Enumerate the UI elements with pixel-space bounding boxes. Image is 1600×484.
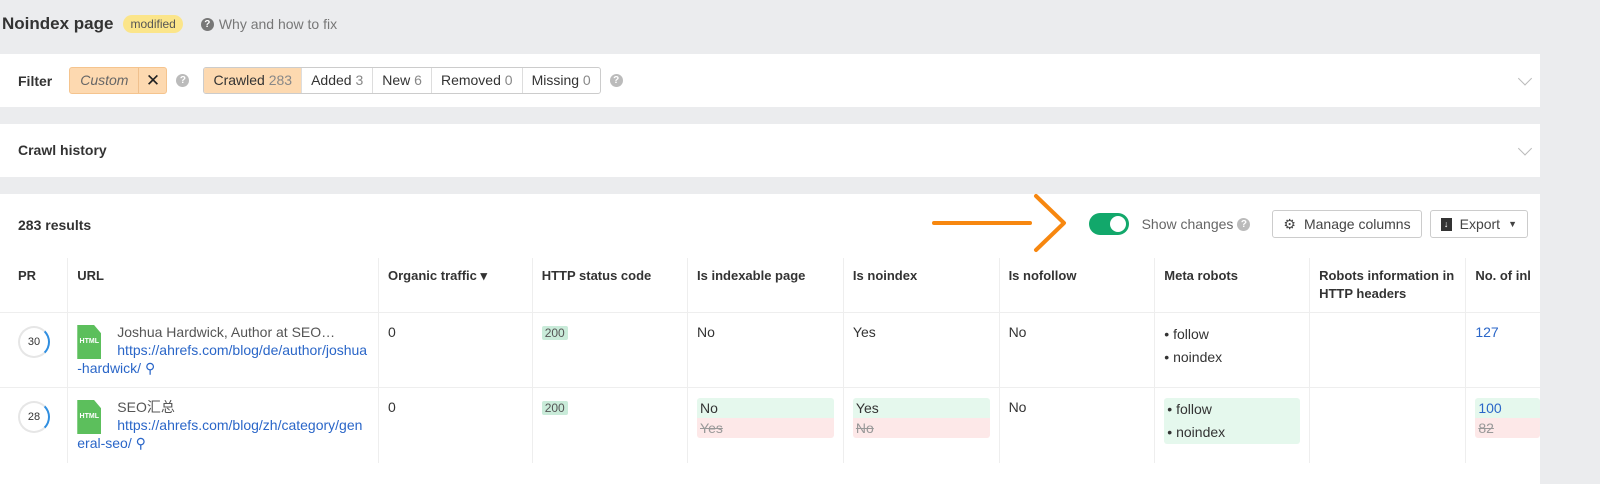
tab-label: Crawled xyxy=(213,72,265,88)
column-noindex[interactable]: Is noindex xyxy=(842,258,1000,313)
filter-label: Filter xyxy=(18,72,53,89)
meta-item: • noindex xyxy=(1164,349,1223,365)
export-button[interactable]: ↓ Export ▼ xyxy=(1429,210,1528,238)
crawl-history-label: Crawl history xyxy=(18,142,107,158)
results-count: 283 results xyxy=(18,217,92,233)
caret-down-icon: ▼ xyxy=(1508,219,1517,229)
inlinks-link[interactable]: 100 xyxy=(1478,400,1502,416)
page-title: Noindex page xyxy=(2,14,114,33)
search-icon[interactable]: ⚲ xyxy=(135,435,146,451)
old-value: Yes xyxy=(697,418,834,438)
is-nofollow: No xyxy=(998,312,1155,388)
organic-traffic: 0 xyxy=(378,387,533,463)
table-row: 28 HTML SEO汇总 https://ahrefs.com/blog/zh/c… xyxy=(0,387,1540,463)
url-link[interactable]: https://ahrefs.com/blog/zh/category/gene… xyxy=(77,417,363,451)
download-icon: ↓ xyxy=(1440,217,1452,231)
export-label: Export xyxy=(1459,216,1501,232)
html-file-icon: HTML xyxy=(77,400,102,434)
robots-http xyxy=(1309,312,1466,388)
tab-missing[interactable]: Missing 0 xyxy=(523,68,600,93)
help-text: Why and how to fix xyxy=(218,16,338,32)
is-indexable: No xyxy=(687,312,844,388)
page-title: SEO汇总 xyxy=(117,399,175,415)
column-robots-http[interactable]: Robots information in HTTP headers xyxy=(1309,258,1466,313)
is-nofollow: No xyxy=(998,387,1155,463)
old-value: 82 xyxy=(1475,418,1540,438)
new-value: Yes xyxy=(852,398,990,418)
column-http-status[interactable]: HTTP status code xyxy=(531,258,688,313)
tab-crawled[interactable]: Crawled 283 xyxy=(204,68,303,93)
question-icon[interactable]: ? xyxy=(176,74,190,87)
crawl-history-panel[interactable]: Crawl history xyxy=(0,124,1540,177)
results-panel: 283 results Show changes? ⚙ Manage column… xyxy=(0,194,1540,484)
question-icon: ? xyxy=(200,17,214,31)
tab-added[interactable]: Added 3 xyxy=(302,68,374,93)
page-title: Joshua Hardwick, Author at SEO… xyxy=(117,324,336,340)
is-noindex: Yes xyxy=(842,312,1000,388)
results-toolbar: Show changes? ⚙ Manage columns ↓ Export ▼ xyxy=(1088,210,1536,238)
modified-badge: modified xyxy=(123,15,183,33)
question-icon[interactable]: ? xyxy=(1237,217,1251,231)
tab-count: 6 xyxy=(414,72,422,88)
chevron-down-icon[interactable] xyxy=(1517,70,1533,86)
show-changes-toggle[interactable] xyxy=(1088,213,1129,235)
column-inlinks[interactable]: No. of inl xyxy=(1465,258,1540,313)
tab-count: 3 xyxy=(355,72,364,88)
column-pr[interactable]: PR xyxy=(18,268,37,283)
tab-removed[interactable]: Removed 0 xyxy=(432,68,523,93)
status-badge: 200 xyxy=(541,326,568,340)
page-header: Noindex page modified ? Why and how to fi… xyxy=(2,14,337,34)
results-table: PR URL Organic traffic ▾ HTTP status cod… xyxy=(0,258,1540,463)
url-link[interactable]: https://ahrefs.com/blog/de/author/joshua… xyxy=(77,342,368,376)
html-file-icon: HTML xyxy=(77,325,102,359)
manage-columns-label: Manage columns xyxy=(1303,216,1411,232)
status-badge: 200 xyxy=(541,401,568,415)
old-value: No xyxy=(852,418,990,438)
manage-columns-button[interactable]: ⚙ Manage columns xyxy=(1272,210,1422,238)
table-row: 30 HTML Joshua Hardwick, Author at SEO… ht… xyxy=(0,312,1540,388)
filter-panel: Filter Custom ✕ ? Crawled 283 Added 3 New… xyxy=(0,54,1540,107)
custom-filter-chip[interactable]: Custom ✕ xyxy=(69,67,168,94)
annotation-arrow xyxy=(932,194,1066,252)
search-icon[interactable]: ⚲ xyxy=(144,360,156,376)
inlinks-link[interactable]: 127 xyxy=(1475,324,1499,340)
tab-new[interactable]: New 6 xyxy=(373,68,432,93)
column-organic-traffic[interactable]: Organic traffic ▾ xyxy=(378,258,533,313)
table-header: PR URL Organic traffic ▾ HTTP status cod… xyxy=(0,258,1540,313)
crawl-segment-tabs: Crawled 283 Added 3 New 6 Removed 0 Miss… xyxy=(203,67,601,94)
robots-http xyxy=(1309,387,1466,463)
tab-count: 283 xyxy=(268,72,293,88)
column-url[interactable]: URL xyxy=(67,258,379,313)
column-indexable[interactable]: Is indexable page xyxy=(687,258,844,313)
tab-label: Added xyxy=(311,72,352,88)
tab-label: Missing xyxy=(531,72,580,88)
show-changes-label: Show changes xyxy=(1141,216,1234,232)
pr-gauge: 30 xyxy=(18,326,50,358)
custom-label: Custom xyxy=(80,72,129,88)
meta-item: • follow xyxy=(1167,401,1212,417)
close-icon[interactable]: ✕ xyxy=(138,68,166,93)
meta-item: • noindex xyxy=(1167,424,1226,440)
column-nofollow[interactable]: Is nofollow xyxy=(998,258,1155,313)
question-icon[interactable]: ? xyxy=(609,74,623,87)
help-link[interactable]: ? Why and how to fix xyxy=(200,16,338,32)
organic-traffic: 0 xyxy=(378,312,533,388)
pr-gauge: 28 xyxy=(18,401,50,433)
meta-item: • follow xyxy=(1164,326,1209,342)
gear-icon: ⚙ xyxy=(1283,215,1296,232)
chevron-down-icon[interactable] xyxy=(1517,140,1533,156)
column-meta-robots[interactable]: Meta robots xyxy=(1154,258,1310,313)
tab-count: 0 xyxy=(582,72,591,88)
new-value: No xyxy=(697,398,834,418)
tab-count: 0 xyxy=(504,72,513,88)
tab-label: New xyxy=(382,72,411,88)
tab-label: Removed xyxy=(440,72,501,88)
